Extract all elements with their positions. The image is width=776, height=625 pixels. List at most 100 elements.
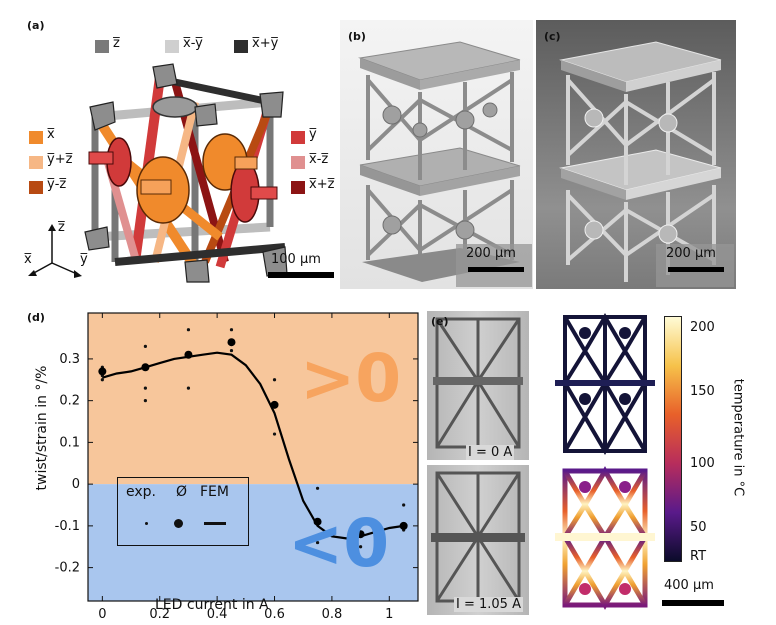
legend-swatch-x-minus-z [291, 156, 305, 169]
x-tick-label: 0.4 [207, 607, 228, 622]
exp-point [186, 386, 191, 390]
legend-swatch-y-minus-z [29, 181, 43, 194]
mean-point [270, 400, 279, 409]
panel-d-label: (d) [27, 311, 45, 324]
exp-point [272, 432, 277, 436]
colorbar-tick-200: 200 [690, 320, 715, 335]
exp-point [229, 328, 234, 332]
exp-point [229, 348, 234, 353]
legend-exp-label: exp. [126, 484, 156, 500]
region-negative-label: <0 [288, 505, 390, 582]
axis-triad [28, 224, 82, 278]
exp-point [143, 386, 147, 390]
x-tick-label: 0 [98, 607, 106, 622]
panel-b-scale-label: 200 µm [466, 246, 516, 261]
y-tick-label: -0.1 [55, 519, 80, 534]
legend-fem-label: FEM [200, 484, 229, 500]
legend-label-x-minus-z: x̅-z̅ [309, 152, 329, 167]
legend-label-y: y̅ [309, 127, 317, 142]
legend-label-y-minus-z: y̅-z̅ [47, 177, 67, 192]
colorbar-tick-rt: RT [690, 549, 707, 564]
y-tick-label: 0.2 [59, 394, 80, 409]
panel-b-scale-bar [468, 267, 524, 272]
panel-c-scale-bar [668, 267, 724, 272]
exp-point [359, 545, 363, 549]
y-tick-label: 0.1 [59, 435, 80, 450]
legend-swatch-x-plus-z [291, 181, 305, 194]
temperature-colorbar [664, 316, 682, 562]
panel-c-label: (c) [544, 30, 561, 43]
unit-cell-illustration [84, 63, 288, 283]
mean-point [98, 367, 107, 376]
panel-e-photo-top [427, 311, 529, 460]
simulation-heated [555, 466, 655, 610]
mean-point [141, 363, 150, 372]
colorbar-tick-150: 150 [690, 384, 715, 399]
caption-current-105: I = 1.05 A [454, 597, 523, 612]
mean-point [227, 338, 236, 347]
x-tick-label: 0.8 [322, 607, 343, 622]
legend-mean-label: Ø [176, 484, 188, 500]
legend-fem-line [204, 522, 226, 525]
chart-legend: exp. Ø FEM [117, 477, 249, 546]
mean-point [399, 521, 408, 530]
y-tick-label: 0.3 [59, 352, 80, 367]
panel-a-label: (a) [27, 19, 45, 32]
mean-point [184, 350, 193, 359]
legend-swatch-x-plus-y [234, 40, 248, 53]
x-tick-label: 0.6 [264, 607, 285, 622]
exp-point [143, 399, 147, 403]
panel-a-scale-label: 100 µm [271, 252, 321, 267]
x-axis-title: LED current in A [155, 597, 269, 613]
colorbar-title: temperature in °C [730, 378, 746, 497]
axis-x-label: x̅ [24, 252, 32, 267]
axis-y-label: y̅ [80, 252, 88, 267]
exp-point [186, 328, 191, 332]
exp-point [402, 503, 406, 507]
legend-swatch-x-minus-y [165, 40, 179, 53]
legend-label-x: x̅ [47, 127, 55, 142]
legend-label-y-plus-z: y̅+z̅ [47, 152, 73, 167]
caption-current-0: I = 0 A [466, 445, 515, 460]
y-tick-label: -0.2 [55, 561, 80, 576]
panel-e-photo-bottom [427, 465, 529, 615]
legend-swatch-x [29, 131, 43, 144]
panel-e-scale-bar [662, 600, 724, 606]
exp-point [100, 378, 104, 382]
panel-b-label: (b) [348, 30, 366, 43]
mean-point [356, 530, 365, 539]
panel-e-label: (e) [431, 315, 449, 328]
legend-swatch-y-plus-z [29, 156, 43, 169]
legend-label-z: z̅ [113, 36, 120, 51]
plot-frame [87, 312, 419, 602]
x-tick-label: 0.2 [149, 607, 170, 622]
legend-mean-marker [174, 519, 183, 528]
panel-b-scale-box [456, 244, 532, 287]
fem-curve [101, 351, 404, 540]
x-tick-label: 1 [385, 607, 393, 622]
legend-exp-marker [145, 522, 148, 525]
y-tick-label: 0 [72, 477, 80, 492]
panel-c-scale-box [656, 244, 734, 287]
region-positive [88, 313, 418, 485]
exp-point [315, 486, 320, 490]
panel-a-scale-bar [268, 272, 334, 278]
legend-swatch-z [95, 40, 109, 53]
legend-label-x-plus-z: x̅+z̅ [309, 177, 335, 192]
simulation-cold [555, 313, 655, 455]
legend-swatch-y [291, 131, 305, 144]
legend-label-x-plus-y: x̅+y̅ [252, 36, 279, 51]
exp-point [272, 378, 277, 382]
y-axis-title: twist/strain in °/% [34, 365, 50, 491]
exp-point [359, 520, 363, 524]
region-negative [88, 484, 418, 601]
mean-point [313, 517, 322, 526]
exp-point [315, 540, 320, 545]
colorbar-tick-100: 100 [690, 456, 715, 471]
exp-point [143, 344, 147, 348]
legend-label-x-minus-y: x̅-y̅ [183, 36, 203, 51]
twist-strain-chart: 0 0.2 0.4 0.6 0.8 1 0.3 0.2 0.1 0 -0.1 -0.2 [55, 312, 419, 622]
axis-z-label: z̅ [58, 220, 65, 235]
colorbar-tick-50: 50 [690, 520, 707, 535]
panel-c-scale-label: 200 µm [666, 246, 716, 261]
